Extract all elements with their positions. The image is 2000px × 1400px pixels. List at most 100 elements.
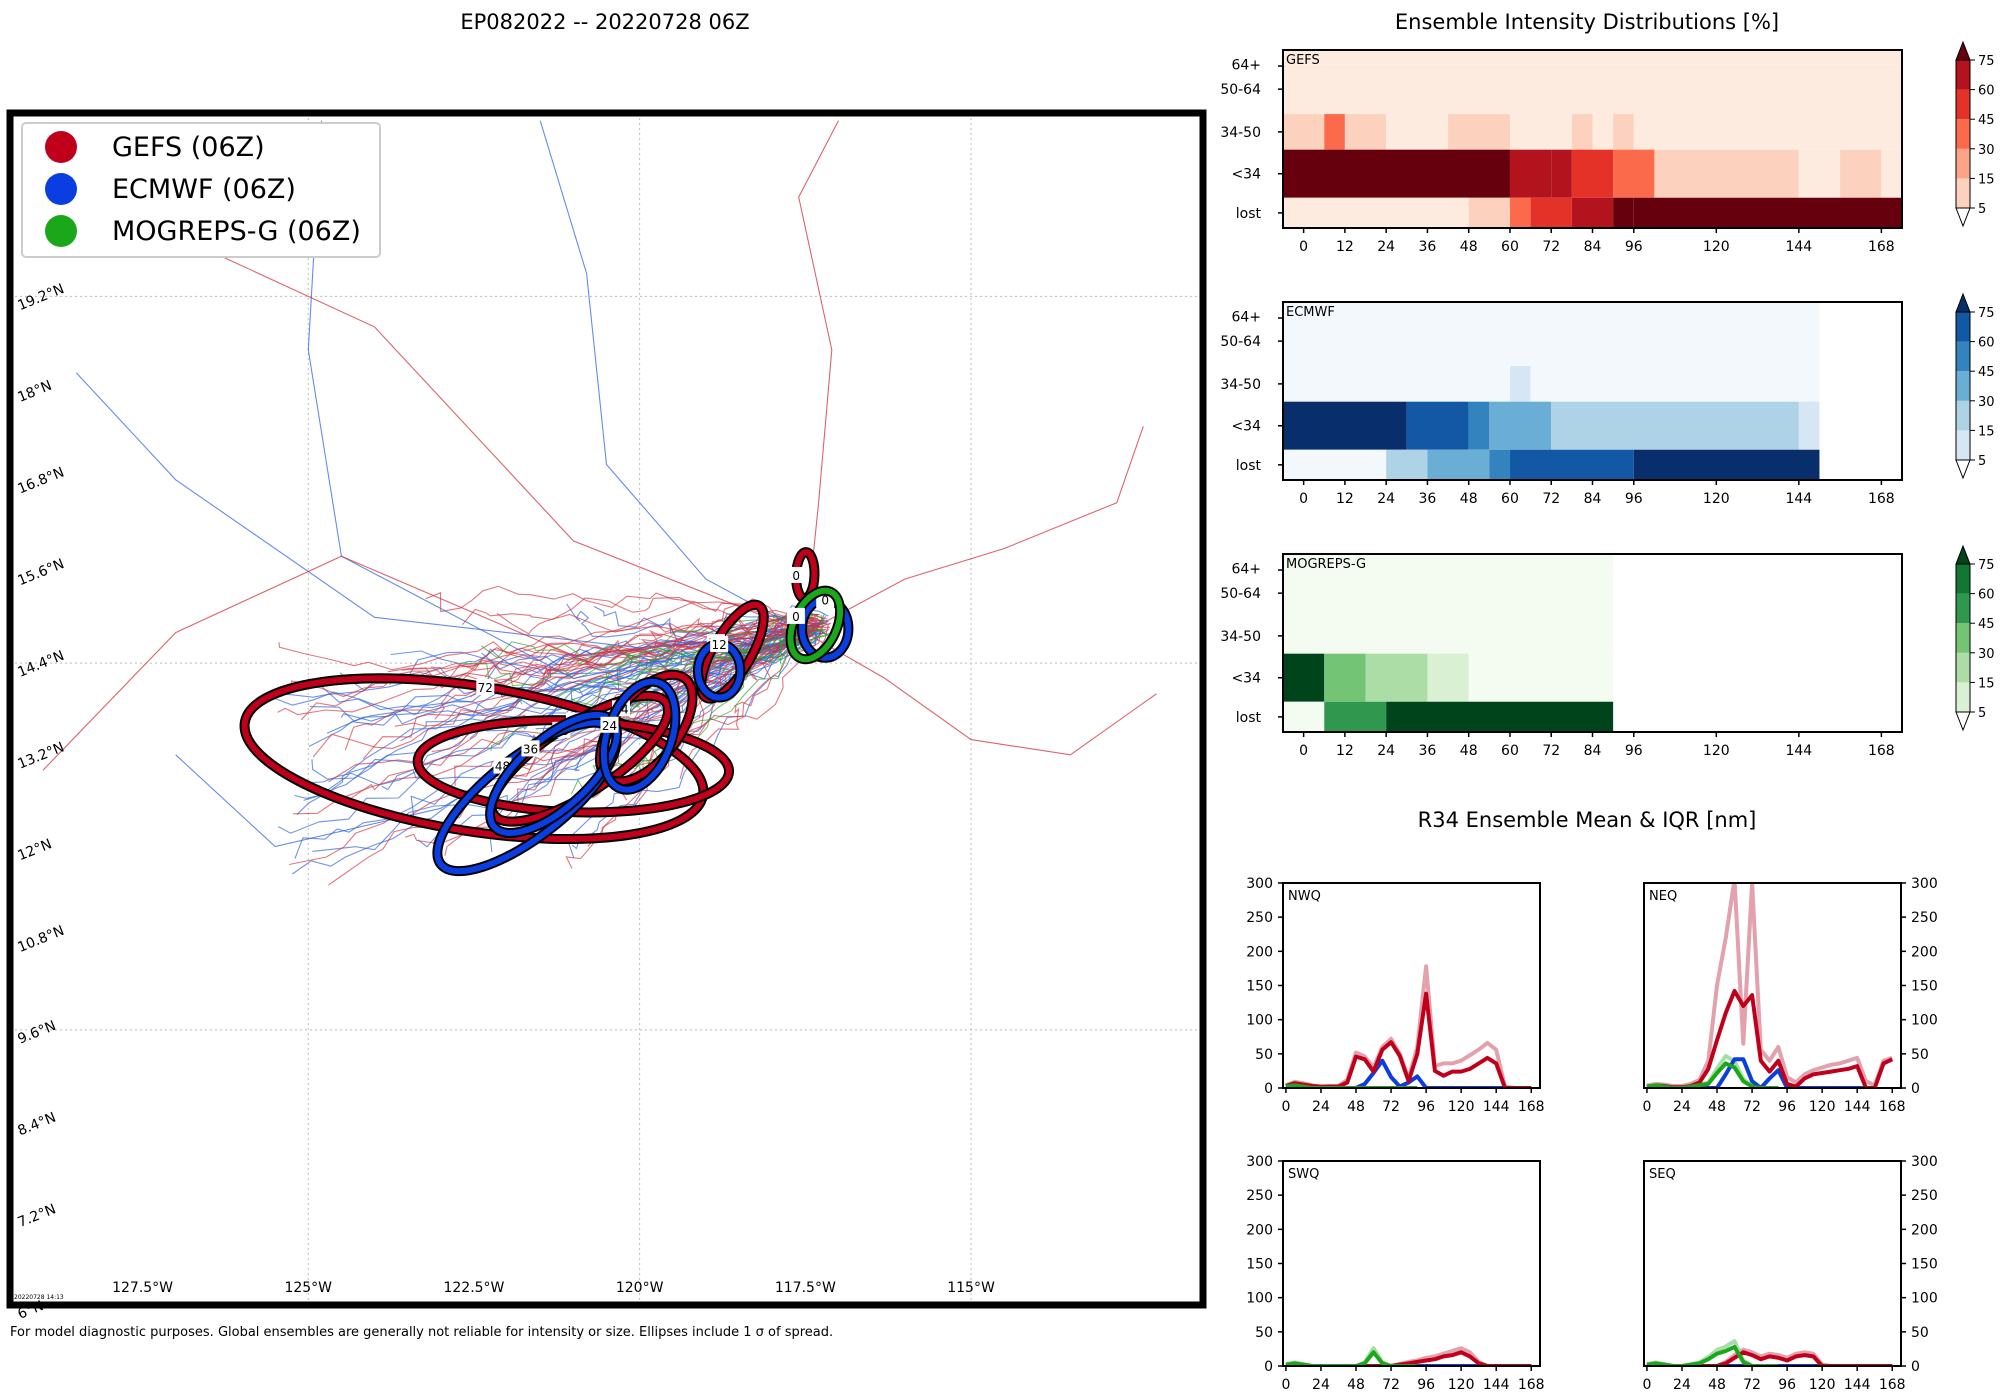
heatmap-xtick-label: 48 — [1460, 239, 1478, 255]
heatmap-row-label: 34-50 — [1220, 629, 1261, 645]
heatmap-cell — [1613, 149, 1655, 198]
colorbar-extend-top — [1955, 40, 1971, 61]
main-title: EP082022 -- 20220728 06Z — [460, 10, 749, 34]
legend-label-gefs: GEFS (06Z) — [112, 132, 265, 163]
r34-ytick-label: 200 — [1246, 944, 1273, 960]
r34-xtick-label: 144 — [1483, 1099, 1510, 1115]
colorbar-tick-label: 60 — [1978, 336, 1995, 351]
heatmap-xtick-label: 24 — [1377, 239, 1395, 255]
heatmap-xtick-label: 24 — [1377, 743, 1395, 759]
heatmap-cell — [1633, 197, 1902, 228]
heatmap-xtick-label: 36 — [1419, 239, 1437, 255]
map-lon-tick-label: 127.5°W — [112, 1280, 173, 1296]
r34-title: R34 Ensemble Mean & IQR [nm] — [1418, 808, 1757, 832]
heatmap-xtick-label: 96 — [1625, 491, 1643, 507]
heatmap-xtick-label: 0 — [1299, 491, 1308, 507]
heatmap-cell — [1283, 50, 1902, 65]
track-line — [75, 372, 806, 649]
heatmap-cell — [1571, 114, 1593, 150]
track-line — [539, 120, 806, 634]
heatmap-cell — [1633, 449, 1820, 480]
heatmap-cell — [1406, 401, 1469, 450]
r34-neq-panel: NEQ 0 24 48 72 96 120 144 168 0 50 100 150 200 250 300 — [1642, 876, 1937, 1115]
mogreps-intensity-panel: 64+ 50-64 34-50 <34 lost MOGREPS-G 0 12 24 36 48 60… — [1220, 544, 1995, 759]
ellipse-group: 724836241204836241200 — [239, 547, 854, 877]
r34-xtick-label: 168 — [1518, 1099, 1545, 1115]
r34-ytick-label: 200 — [1911, 1222, 1938, 1238]
r34-gefs-mean-line — [1285, 1350, 1532, 1366]
track-line — [566, 621, 823, 858]
legend-box — [21, 122, 381, 258]
r34-xtick-label: 0 — [1281, 1377, 1290, 1393]
heatmap-cell — [1427, 653, 1469, 702]
heatmap-xtick-label: 48 — [1460, 743, 1478, 759]
colorbar-segment — [1956, 400, 1970, 431]
heatmap-xtick-label: 12 — [1336, 491, 1354, 507]
colorbar-tick-label: 15 — [1978, 172, 1995, 187]
r34-xtick-label: 168 — [1879, 1377, 1906, 1393]
heatmap-cell — [1613, 197, 1634, 228]
heatmap-xtick-label: 144 — [1785, 743, 1812, 759]
r34-ytick-label: 250 — [1246, 1188, 1273, 1204]
heatmap-cell — [1654, 149, 1799, 198]
heatmap-cell — [1283, 554, 1614, 569]
heatmap-cell — [1489, 401, 1552, 450]
heatmap-cell — [1283, 401, 1407, 450]
r34-lines — [1646, 883, 1894, 1088]
r34-xtick-label: 144 — [1844, 1377, 1871, 1393]
r34-xtick-label: 120 — [1809, 1099, 1836, 1115]
colorbar-tick-label: 30 — [1978, 647, 1995, 662]
r34-xtick-label: 168 — [1518, 1377, 1545, 1393]
heatmap-row-label: 64+ — [1231, 562, 1261, 578]
heatmap-cell — [1386, 114, 1449, 150]
ellipse-label-ecmwf-0: 0 — [821, 594, 829, 608]
r34-gefs-iqr-line — [1646, 883, 1893, 1088]
colorbar-tick-label: 60 — [1978, 588, 1995, 603]
r34-gefs-iqr-line — [1646, 1347, 1893, 1366]
heatmap-xtick-label: 168 — [1868, 491, 1895, 507]
r34-xtick-label: 72 — [1382, 1099, 1400, 1115]
colorbar-segment — [1956, 430, 1970, 460]
heatmap-xtick-label: 0 — [1299, 743, 1308, 759]
r34-panel-label: NWQ — [1288, 889, 1321, 904]
map-lon-tick-label: 122.5°W — [443, 1280, 504, 1296]
colorbar-tick-label: 15 — [1978, 424, 1995, 439]
r34-xtick-label: 24 — [1312, 1099, 1330, 1115]
legend-label-ecmwf: ECMWF (06Z) — [112, 174, 296, 205]
heatmap-cell — [1427, 449, 1490, 480]
heatmap-panel-label: ECMWF — [1286, 305, 1335, 320]
colorbar-extend-bottom — [1955, 207, 1971, 228]
r34-ytick-label: 100 — [1246, 1013, 1273, 1029]
r34-ytick-label: 50 — [1911, 1047, 1929, 1063]
r34-ytick-label: 200 — [1911, 944, 1938, 960]
r34-panel-label: NEQ — [1649, 889, 1677, 904]
map-lat-tick-label: 12°N — [16, 836, 55, 864]
colorbar-tick-label: 75 — [1978, 558, 1995, 573]
r34-frame — [1643, 1160, 1902, 1367]
heatmap-cell — [1448, 114, 1510, 150]
heatmap-cell — [1551, 149, 1572, 198]
r34-panel-label: SEQ — [1649, 1167, 1676, 1182]
heatmap-cell — [1283, 449, 1387, 480]
r34-ytick-label: 300 — [1246, 876, 1273, 892]
r34-xtick-label: 0 — [1642, 1099, 1651, 1115]
r34-ytick-label: 50 — [1255, 1325, 1273, 1341]
r34-ytick-label: 100 — [1911, 1291, 1938, 1307]
map-lon-tick-label: 115°W — [947, 1280, 995, 1296]
r34-lines — [1646, 1339, 1893, 1366]
map-frame — [6, 109, 1207, 1309]
ellipse-label-bg — [600, 716, 619, 733]
r34-xtick-label: 24 — [1673, 1099, 1691, 1115]
heatmap-cell — [1468, 401, 1490, 450]
colorbar-segment — [1956, 312, 1970, 342]
heatmap-row-label: 64+ — [1231, 310, 1261, 326]
track-line — [798, 120, 839, 633]
r34-ytick-label: 150 — [1246, 979, 1273, 995]
track-line — [625, 612, 825, 683]
heatmap-cell — [1633, 114, 1902, 150]
r34-xtick-label: 168 — [1879, 1099, 1906, 1115]
heatmap-cell — [1571, 149, 1614, 198]
heatmap-cell — [1283, 701, 1325, 732]
r34-xtick-label: 24 — [1312, 1377, 1330, 1393]
gefs-intensity-panel: 64+ 50-64 34-50 <34 lost GEFS 0 12 24 36 48 60 72 84 9… — [1220, 40, 1995, 255]
